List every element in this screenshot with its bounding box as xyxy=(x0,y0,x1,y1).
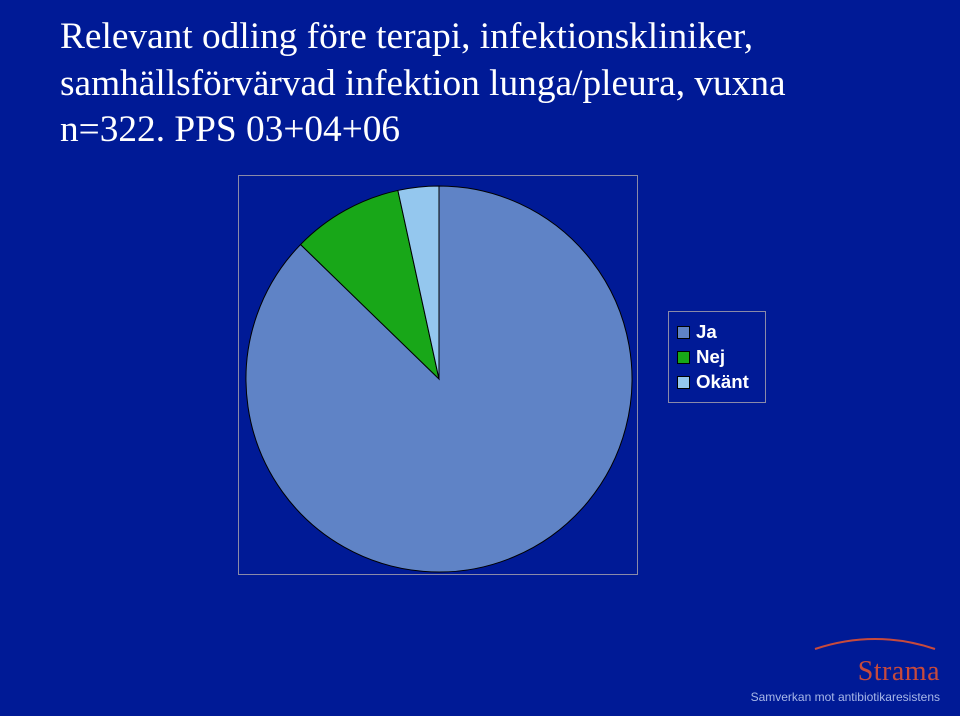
title-line-1: Relevant odling före terapi, infektionsk… xyxy=(60,14,880,61)
legend-label-okant: Okänt xyxy=(696,371,749,393)
legend-item-ja: Ja xyxy=(677,321,755,343)
logo-text: Strama xyxy=(751,656,940,688)
slide-title: Relevant odling före terapi, infektionsk… xyxy=(60,14,880,154)
logo-arc-icon xyxy=(760,631,940,651)
title-line-3: n=322. PPS 03+04+06 xyxy=(60,107,880,154)
legend-swatch-ja xyxy=(677,326,690,339)
pie-chart xyxy=(239,176,639,576)
title-line-2: samhällsförvärvad infektion lunga/pleura… xyxy=(60,61,880,108)
legend-label-ja: Ja xyxy=(696,321,717,343)
logo-subtitle: Samverkan mot antibiotikaresistens xyxy=(751,690,940,704)
footer-logo: Strama Samverkan mot antibiotikaresisten… xyxy=(751,631,940,704)
legend-item-okant: Okänt xyxy=(677,371,755,393)
legend-label-nej: Nej xyxy=(696,346,725,368)
legend-swatch-nej xyxy=(677,351,690,364)
legend: Ja Nej Okänt xyxy=(668,311,766,403)
slide-root: Relevant odling före terapi, infektionsk… xyxy=(0,0,960,716)
legend-item-nej: Nej xyxy=(677,346,755,368)
pie-chart-area xyxy=(238,175,638,575)
legend-swatch-okant xyxy=(677,376,690,389)
